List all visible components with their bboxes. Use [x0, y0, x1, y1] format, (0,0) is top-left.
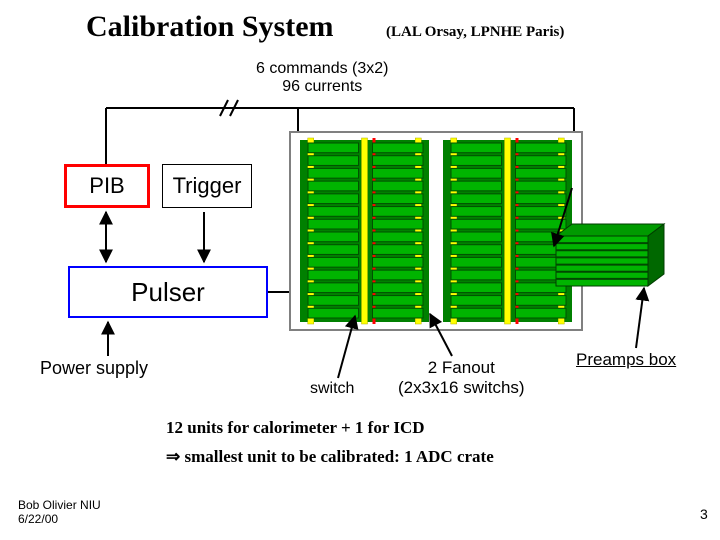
commands-label: 6 commands (3x2) 96 currents [256, 60, 389, 96]
switch-label: switch [310, 380, 354, 398]
pulser-label: Pulser [131, 277, 205, 308]
arrow-glyph: ⇒ [166, 447, 185, 466]
commands-line1: 6 commands (3x2) [256, 60, 389, 78]
power-supply-label: Power supply [40, 358, 148, 379]
footer-author: Bob Olivier NIU 6/22/00 [18, 498, 101, 526]
pulser-box: Pulser [68, 266, 268, 318]
page-title: Calibration System [86, 10, 334, 44]
note-smallest: ⇒ smallest unit to be calibrated: 1 ADC … [166, 447, 494, 467]
preamps-label: Preamps box [576, 350, 676, 370]
slide-number: 3 [700, 506, 708, 522]
trigger-box: Trigger [162, 164, 252, 208]
commands-line2: 96 currents [256, 78, 389, 96]
footer-line2: 6/22/00 [18, 512, 101, 526]
pib-label: PIB [89, 173, 124, 199]
fanout-line1: 2 Fanout [398, 358, 525, 378]
fanout-label: 2 Fanout (2x3x16 switchs) [398, 358, 525, 398]
trigger-label: Trigger [173, 173, 242, 199]
note-units: 12 units for calorimeter + 1 for ICD [166, 418, 425, 438]
note-smallest-text: smallest unit to be calibrated: 1 ADC cr… [185, 447, 494, 466]
pib-box: PIB [64, 164, 150, 208]
footer-line1: Bob Olivier NIU [18, 498, 101, 512]
fanout-line2: (2x3x16 switchs) [398, 378, 525, 398]
page-subtitle: (LAL Orsay, LPNHE Paris) [386, 24, 564, 41]
